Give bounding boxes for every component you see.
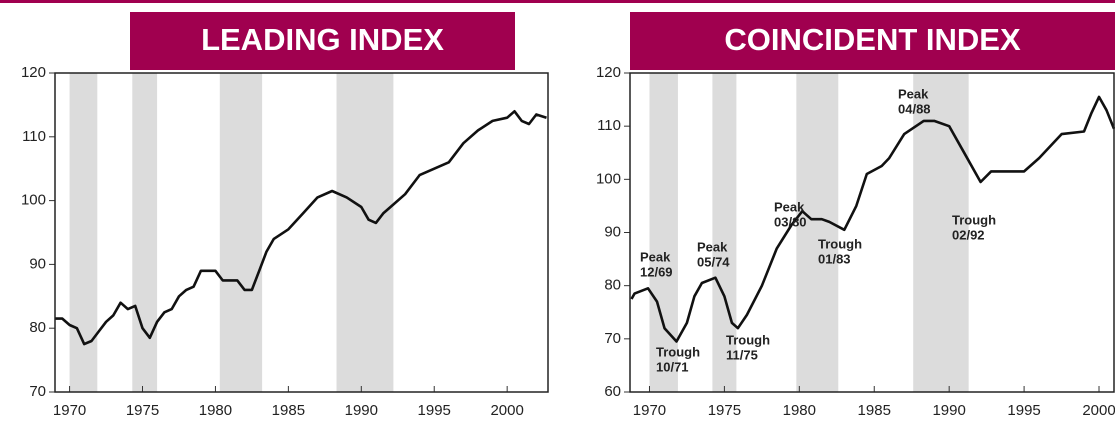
annotation-date: 03/80	[774, 214, 807, 229]
annotation-date: 04/88	[898, 101, 931, 116]
annotation-date: 05/74	[697, 254, 730, 269]
y-tick-label: 100	[596, 170, 621, 187]
y-tick-label: 90	[604, 223, 621, 240]
y-tick-label: 90	[29, 255, 46, 272]
x-tick-label: 2000	[490, 402, 523, 419]
x-tick-label: 2000	[1082, 402, 1115, 419]
x-tick-label: 1990	[345, 402, 378, 419]
y-tick-label: 70	[604, 330, 621, 347]
x-tick-label: 1980	[783, 402, 816, 419]
recession-band	[712, 73, 737, 392]
recession-band	[219, 73, 263, 392]
y-tick-label: 80	[604, 277, 621, 294]
annotation-date: 10/71	[656, 359, 689, 374]
plot-frame	[54, 72, 549, 393]
x-tick-label: 1995	[418, 402, 451, 419]
annotation-label: Peak	[774, 199, 805, 214]
chart-title: COINCIDENT INDEX	[724, 22, 1021, 57]
x-tick-label: 1985	[272, 402, 305, 419]
index-line	[55, 110, 547, 346]
x-tick-label: 1995	[1007, 402, 1040, 419]
recession-band	[913, 73, 969, 392]
annotation-label: Trough	[726, 332, 770, 347]
x-tick-label: 1975	[126, 402, 159, 419]
y-tick-label: 80	[29, 319, 46, 336]
y-tick-label: 110	[22, 128, 46, 145]
y-tick-label: 70	[29, 383, 46, 400]
x-tick-label: 1990	[932, 402, 965, 419]
annotation-label: Peak	[898, 86, 929, 101]
annotation-label: Peak	[640, 249, 671, 264]
y-tick-label: 110	[597, 117, 621, 134]
recession-band	[336, 73, 394, 392]
title-banner	[630, 12, 1115, 70]
y-tick-label: 120	[596, 64, 621, 81]
index-line	[630, 95, 1115, 343]
x-tick-label: 1970	[633, 402, 666, 419]
annotation-date: 01/83	[818, 251, 851, 266]
y-tick-label: 60	[604, 383, 621, 400]
x-tick-label: 1980	[199, 402, 232, 419]
annotation-label: Peak	[697, 239, 728, 254]
chart-title: LEADING INDEX	[201, 22, 444, 57]
x-tick-label: 1975	[708, 402, 741, 419]
annotation-label: Trough	[818, 236, 862, 251]
x-tick-label: 1985	[858, 402, 891, 419]
title-banner	[130, 12, 515, 70]
annotation-label: Trough	[952, 212, 996, 227]
annotation-date: 02/92	[952, 227, 985, 242]
recession-band	[132, 73, 158, 392]
plot-frame	[629, 72, 1115, 393]
annotation-date: 12/69	[640, 264, 673, 279]
annotation-date: 11/75	[726, 347, 758, 362]
top-rule	[0, 0, 1115, 3]
y-tick-label: 100	[21, 192, 46, 209]
x-tick-label: 1970	[53, 402, 86, 419]
annotation-label: Trough	[656, 344, 700, 359]
recession-band	[796, 73, 839, 392]
y-tick-label: 120	[21, 64, 46, 81]
